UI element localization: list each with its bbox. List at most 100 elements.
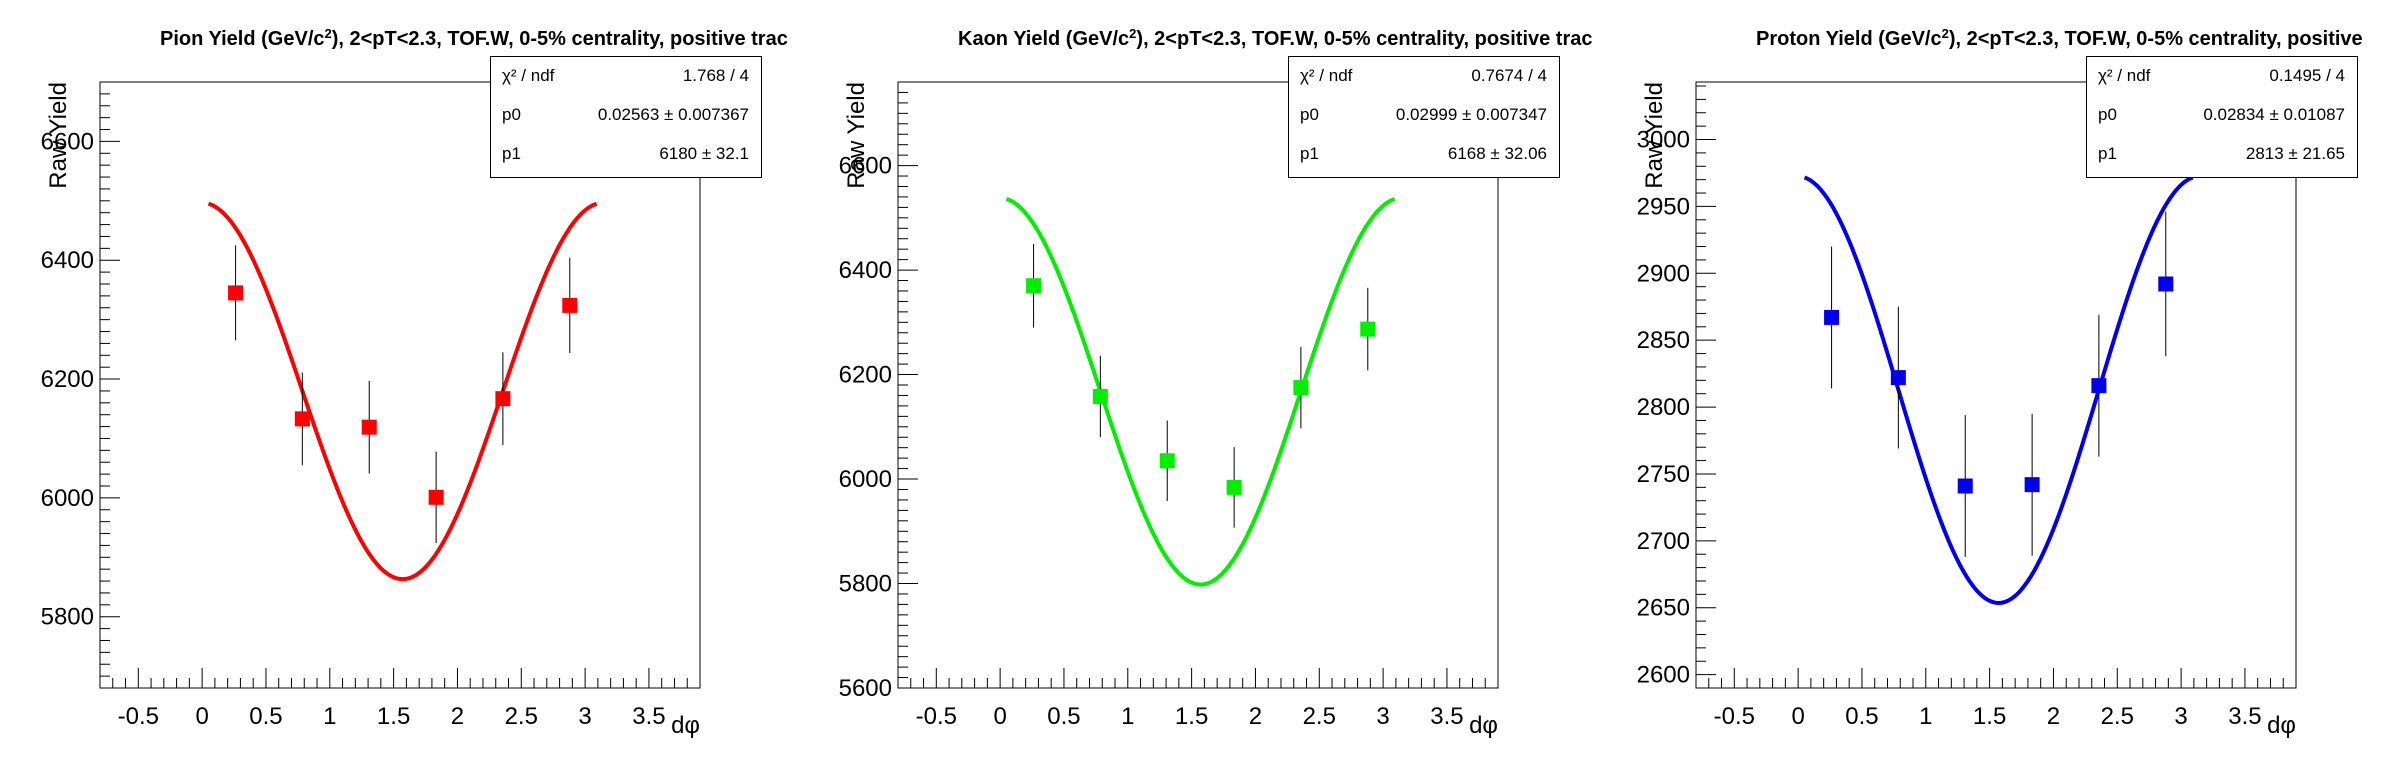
x-tick-label: 2 (451, 703, 464, 730)
stat-value: 1.768 / 4 (682, 66, 749, 85)
y-tick-label: 2850 (1637, 327, 1690, 354)
x-tick-label: 1.5 (1973, 703, 2006, 730)
stat-row-p1: p1 6180 ± 32.1 (491, 135, 761, 174)
fit-curve (207, 201, 598, 582)
stat-key: p1 (1300, 144, 1319, 163)
y-tick-label: 2950 (1637, 193, 1690, 220)
pion-title-post: ), 2<pT<2.3, TOF.W, 0-5% centrality, pos… (331, 28, 788, 51)
y-axis-title: Raw Yield (45, 82, 72, 189)
x-tick-label: 2 (1249, 703, 1262, 730)
x-tick-label: 3.5 (1430, 703, 1463, 730)
x-tick-label: -0.5 (118, 703, 159, 730)
x-axis-title: dφ (1469, 712, 1498, 739)
x-tick-label: 1.5 (377, 703, 410, 730)
kaon-panel: Kaon Yield (GeV/c2), 2<pT<2.3, TOF.W, 0-… (798, 0, 1596, 772)
x-tick-label: 0 (993, 703, 1006, 730)
y-tick-label: 2800 (1637, 394, 1690, 421)
fit-curve (1005, 197, 1396, 587)
stat-key: p1 (502, 144, 521, 163)
stat-value: 0.02999 ± 0.007347 (1395, 105, 1547, 124)
y-tick-label: 5800 (41, 604, 94, 631)
data-point (1159, 453, 1175, 469)
proton-title-post: ), 2<pT<2.3, TOF.W, 0-5% centrality, pos… (1948, 28, 2363, 51)
stat-row-p0: p0 0.02999 ± 0.007347 (1289, 96, 1559, 135)
y-tick-label: 6000 (839, 466, 892, 493)
stat-value: 0.02563 ± 0.007367 (597, 105, 749, 124)
x-tick-label: 0 (195, 703, 208, 730)
kaon-title-post: ), 2<pT<2.3, TOF.W, 0-5% centrality, pos… (1136, 28, 1593, 51)
y-axis-title: Raw Yield (1641, 82, 1668, 189)
data-point (1957, 478, 1973, 494)
stat-row-p0: p0 0.02563 ± 0.007367 (491, 96, 761, 135)
x-tick-label: 0.5 (249, 703, 282, 730)
stat-key: p0 (2098, 105, 2117, 124)
data-point (1092, 388, 1108, 404)
y-tick-label: 2600 (1637, 662, 1690, 689)
x-tick-label: -0.5 (916, 703, 957, 730)
proton-title-sup: 2 (1941, 26, 1949, 41)
kaon-title-pre: Kaon Yield (GeV/c (958, 28, 1130, 51)
x-tick-label: 3 (578, 703, 591, 730)
data-point (2091, 378, 2107, 394)
y-tick-label: 6600 (839, 153, 892, 180)
pion-fit-stats-box: χ² / ndf 1.768 / 4 p0 0.02563 ± 0.007367 p… (490, 56, 762, 178)
data-point (2024, 477, 2040, 493)
y-tick-label: 6200 (41, 366, 94, 393)
stat-row-p0: p0 0.02834 ± 0.01087 (2087, 96, 2357, 135)
y-tick-label: 2700 (1637, 528, 1690, 555)
x-axis-title: dφ (671, 712, 700, 739)
proton-fit-stats-box: χ² / ndf 0.1495 / 4 p0 0.02834 ± 0.01087 p… (2086, 56, 2358, 178)
proton-plot: -0.5 0 0.5 1 1.5 2 2.5 3 3.5 2600 2650 2700 2750 2800… (1637, 81, 2297, 739)
data-point (1890, 370, 1906, 386)
stat-row-p1: p1 2813 ± 21.65 (2087, 135, 2357, 174)
data-point (1026, 278, 1042, 294)
x-tick-label: 2.5 (505, 703, 538, 730)
kaon-fit-stats-box: χ² / ndf 0.7674 / 4 p0 0.02999 ± 0.007347 … (1288, 56, 1560, 178)
x-tick-label: 3.5 (632, 703, 665, 730)
stat-row-chi2: χ² / ndf 0.7674 / 4 (1289, 57, 1559, 96)
proton-chart-title: Proton Yield (GeV/c2), 2<pT<2.3, TOF.W, … (1756, 26, 2396, 51)
y-tick-label: 5800 (839, 571, 892, 598)
pion-plot: -0.5 0 0.5 1 1.5 2 2.5 3 3.5 5800 6000 6200 6400 6600… (41, 81, 701, 739)
kaon-chart-title: Kaon Yield (GeV/c2), 2<pT<2.3, TOF.W, 0-… (958, 26, 1618, 51)
stat-row-chi2: χ² / ndf 1.768 / 4 (491, 57, 761, 96)
y-tick-label: 3000 (1637, 127, 1690, 154)
stat-key: p0 (502, 105, 521, 124)
data-point (428, 489, 444, 505)
stat-row-chi2: χ² / ndf 0.1495 / 4 (2087, 57, 2357, 96)
x-tick-label: 0.5 (1845, 703, 1878, 730)
x-tick-label: 3.5 (2228, 703, 2261, 730)
y-axis-title: Raw Yield (843, 82, 870, 189)
x-tick-label: 2 (2047, 703, 2060, 730)
y-tick-label: 6200 (839, 362, 892, 389)
data-point (1226, 479, 1242, 495)
x-tick-label: 0.5 (1047, 703, 1080, 730)
proton-title-pre: Proton Yield (GeV/c (1756, 28, 1942, 51)
stat-value: 6168 ± 32.06 (1447, 144, 1547, 163)
y-tick-label: 2750 (1637, 461, 1690, 488)
data-point (562, 297, 578, 313)
y-tick-label: 2650 (1637, 595, 1690, 622)
y-tick-label: 6000 (41, 485, 94, 512)
x-tick-label: 1 (1121, 703, 1134, 730)
kaon-title-sup: 2 (1129, 26, 1137, 41)
x-tick-label: 3 (1376, 703, 1389, 730)
stat-key: χ² / ndf (1300, 66, 1353, 85)
x-tick-label: 2.5 (1303, 703, 1336, 730)
stat-key: χ² / ndf (502, 66, 555, 85)
stat-value: 2813 ± 21.65 (2245, 144, 2345, 163)
data-point (294, 411, 310, 427)
y-tick-label: 6400 (41, 247, 94, 274)
stat-value: 0.1495 / 4 (2269, 66, 2345, 85)
x-tick-label: 2.5 (2101, 703, 2134, 730)
pion-panel: Pion Yield (GeV/c2), 2<pT<2.3, TOF.W, 0-… (0, 0, 798, 772)
fit-curve (1803, 175, 2194, 605)
stat-value: 0.7674 / 4 (1471, 66, 1547, 85)
data-point (1293, 380, 1309, 396)
y-tick-label: 5600 (839, 675, 892, 702)
stat-row-p1: p1 6168 ± 32.06 (1289, 135, 1559, 174)
data-point (1360, 321, 1376, 337)
pion-title-sup: 2 (324, 26, 332, 41)
x-axis-title: dφ (2267, 712, 2296, 739)
data-point (2158, 276, 2174, 292)
